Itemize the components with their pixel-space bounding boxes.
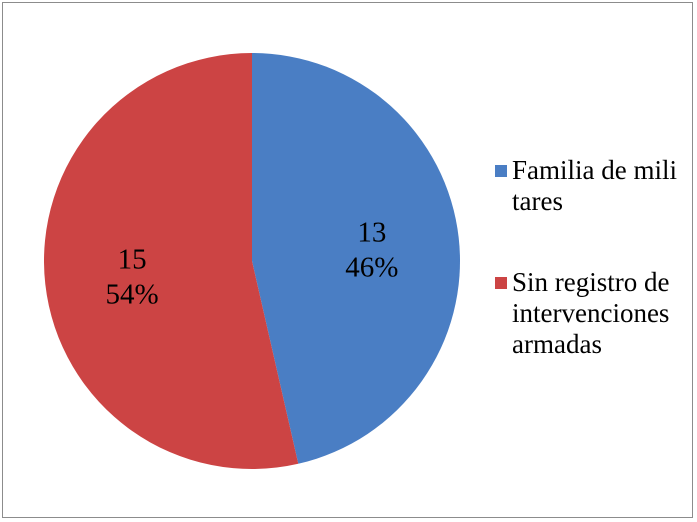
legend-label-sin-registro: Sin registro de intervenciones armadas	[512, 267, 670, 359]
legend-item-familia: Familia de militares	[495, 155, 685, 217]
data-label-familia-percent: 46%	[345, 251, 398, 283]
legend-swatch-familia	[495, 165, 507, 177]
pie-slice-sin-registro	[44, 53, 299, 469]
legend-item-sin-registro: Sin registro de intervenciones armadas	[495, 267, 685, 360]
legend: Familia de militares Sin registro de int…	[495, 155, 685, 360]
legend-label-familia: Familia de militares	[512, 155, 677, 216]
legend-swatch-sin-registro	[495, 277, 507, 289]
data-label-sin-registro-value: 15	[118, 244, 147, 276]
data-label-sin-registro-percent: 54%	[106, 279, 159, 311]
data-label-familia-value: 13	[357, 216, 386, 248]
pie-slice-familia	[252, 53, 460, 464]
pie-slices	[44, 53, 460, 469]
chart-frame: 13 46% 15 54% Familia de militares Sin regi…	[2, 2, 693, 518]
